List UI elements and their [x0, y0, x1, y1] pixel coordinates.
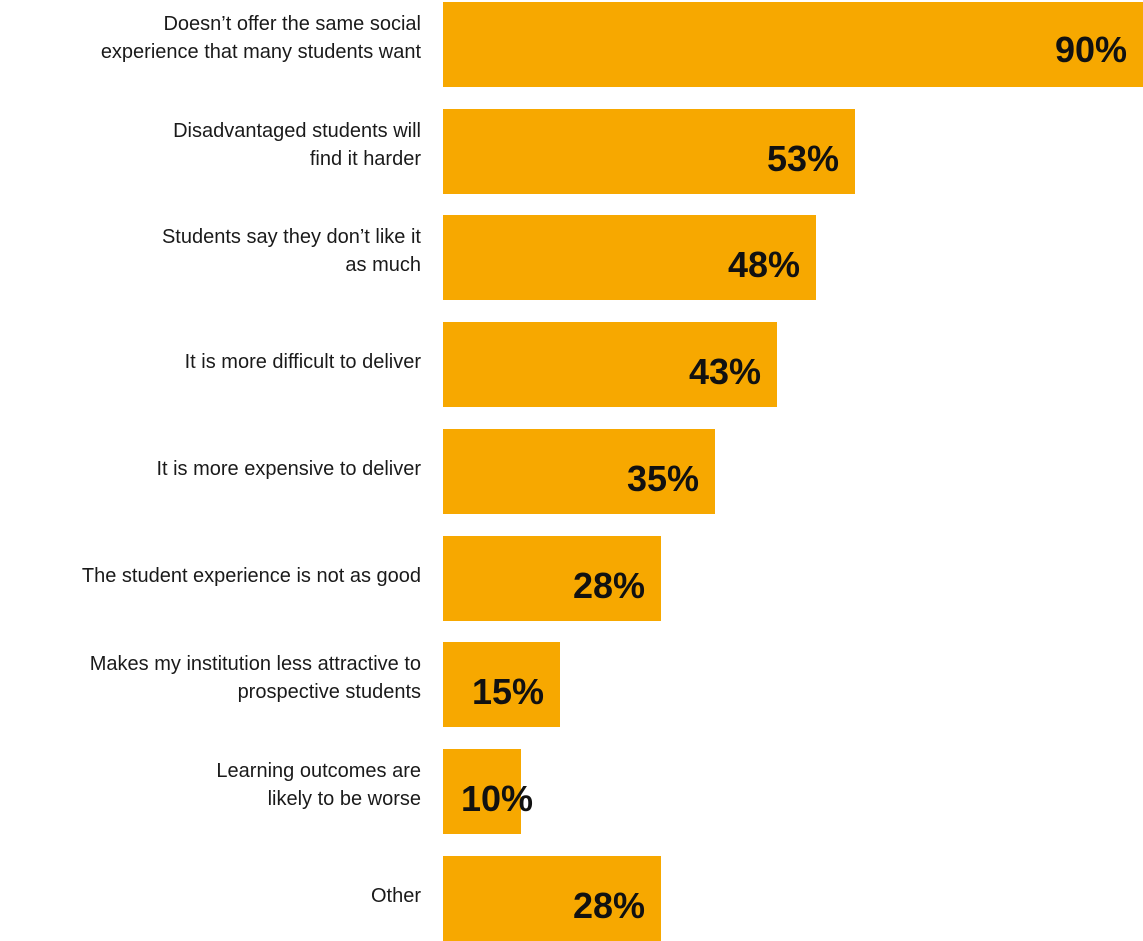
value-label: 15%: [472, 671, 545, 713]
category-label-line: The student experience is not as good: [81, 564, 421, 587]
bar: [443, 535, 661, 621]
bar: [443, 748, 521, 834]
category-label: Other: [0, 882, 421, 910]
value-label: 10%: [461, 777, 534, 819]
category-label: The student experience is not as good: [0, 562, 421, 590]
category-label-line: likely to be worse: [267, 787, 421, 810]
bar: [443, 215, 816, 301]
value-label: 48%: [728, 244, 801, 286]
category-label-line: It is more difficult to deliver: [184, 351, 421, 374]
category-label-line: as much: [345, 254, 421, 277]
bar: [443, 322, 777, 408]
category-label-line: Students say they don’t like it: [161, 226, 421, 249]
bar: [443, 108, 855, 194]
category-label-line: Doesn’t offer the same social: [163, 13, 421, 35]
bar: [443, 642, 560, 728]
category-label-line: Makes my institution less attractive to: [89, 653, 421, 676]
category-label: Disadvantaged students will find it harde…: [0, 117, 421, 173]
category-label: Doesn’t offer the same social experience …: [0, 10, 421, 66]
category-label: Learning outcomes are likely to be worse: [0, 757, 421, 813]
value-label: 35%: [627, 457, 700, 499]
category-label-line: Other: [370, 884, 421, 907]
value-label: 28%: [573, 884, 646, 926]
bar: [443, 428, 715, 514]
category-label: Students say they don’t like it as much: [0, 223, 421, 279]
category-label-line: experience that many students want: [100, 41, 421, 63]
category-label-line: Learning outcomes are: [216, 759, 421, 782]
category-label-line: Disadvantaged students will: [173, 119, 421, 142]
category-label-line: prospective students: [237, 681, 421, 704]
value-label: 53%: [767, 137, 840, 179]
category-label-line: It is more expensive to deliver: [156, 457, 421, 480]
category-label: Makes my institution less attractive to p…: [0, 650, 421, 706]
value-label: 43%: [689, 351, 762, 393]
category-label: It is more expensive to deliver: [0, 455, 421, 483]
value-label: 90%: [1055, 29, 1128, 70]
value-label: 28%: [573, 564, 646, 606]
category-label-line: find it harder: [309, 147, 421, 170]
bar: [443, 2, 1143, 87]
bar: [443, 855, 661, 941]
category-label: It is more difficult to deliver: [0, 348, 421, 376]
